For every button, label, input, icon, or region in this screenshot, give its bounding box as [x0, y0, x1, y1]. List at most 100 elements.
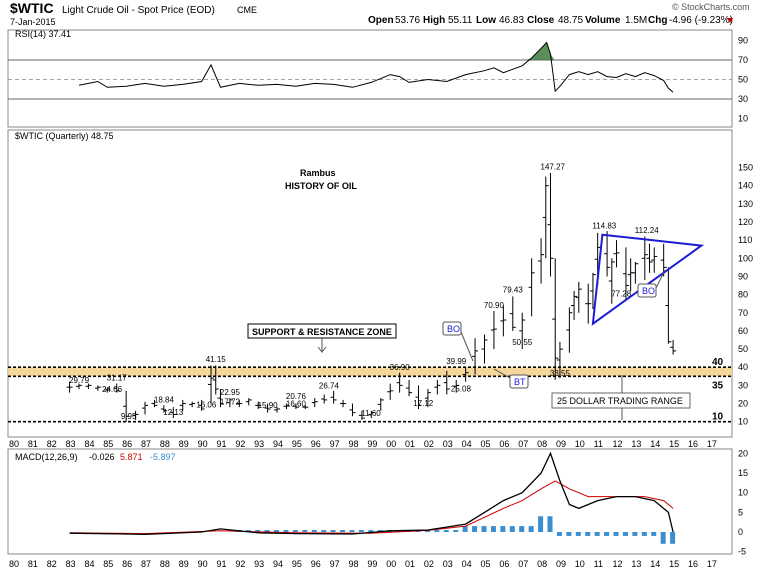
ohlc-bar — [283, 403, 290, 409]
price-annotation: 22.95 — [220, 388, 241, 397]
macd-hist-bar — [340, 530, 346, 532]
macd-hist-bar — [443, 530, 449, 532]
x-tick-label: 12 — [613, 439, 623, 449]
ohlc-bar — [198, 399, 205, 411]
x-tick-label: 93 — [254, 439, 264, 449]
x-tick-label: 10 — [575, 559, 585, 569]
ohlc-bar — [538, 238, 545, 284]
x-tick-label: 98 — [348, 439, 358, 449]
macd-value: -0.026 — [89, 452, 115, 462]
x-tick-label: 86 — [122, 559, 132, 569]
macd-hist-bar — [575, 532, 581, 536]
ohlc-bar — [151, 399, 158, 408]
x-tick-label: 81 — [28, 439, 38, 449]
x-tick-label: 01 — [405, 439, 415, 449]
price-annotation: 11.60 — [361, 409, 381, 418]
support-resistance-band — [8, 367, 732, 377]
ohlc-bar — [632, 261, 639, 284]
macd-label: MACD(12,26,9) — [15, 452, 78, 462]
price-annotation: 112.24 — [635, 226, 659, 235]
x-tick-label: 13 — [631, 559, 641, 569]
x-tick-label: 03 — [443, 439, 453, 449]
ohlc-bar — [368, 410, 375, 419]
price-annotation: 24.66 — [102, 385, 123, 394]
macd-hist-bar — [453, 530, 459, 532]
macd-hist-bar — [434, 530, 440, 532]
x-tick-label: 87 — [141, 439, 151, 449]
x-tick-label: 81 — [28, 559, 38, 569]
price-tick-label: 130 — [738, 199, 753, 209]
price-annotation: 18.84 — [154, 396, 175, 405]
macd-hist-bar — [481, 526, 487, 532]
x-tick-label: 92 — [235, 559, 245, 569]
price-annotation: 70.90 — [484, 301, 505, 310]
down-arrow-icon — [727, 18, 733, 23]
ohlc-bar — [490, 310, 497, 350]
ohlc-bar — [406, 379, 413, 397]
ohlc-bar — [226, 398, 233, 408]
triangle-pattern — [591, 233, 705, 326]
ohlc-bar — [472, 338, 479, 375]
ohlc-bar — [311, 398, 318, 408]
ohlc-bar — [443, 370, 450, 395]
x-tick-label: 97 — [330, 559, 340, 569]
bo-box-1 — [442, 321, 462, 336]
rsi-tick-label: 70 — [738, 55, 748, 65]
macd-hist-bar — [283, 530, 289, 532]
price-tick-label: 80 — [738, 290, 748, 300]
price-annotation: 26.74 — [319, 381, 340, 390]
ohlc-bar — [349, 403, 356, 417]
rsi-tick-label: 50 — [738, 75, 748, 85]
chart-author: Rambus — [300, 168, 336, 178]
x-tick-label: 94 — [273, 559, 283, 569]
macd-hist-bar — [245, 530, 251, 532]
x-tick-label: 02 — [424, 559, 434, 569]
ohlc-bar — [585, 283, 592, 324]
symbol-title: $WTIC — [10, 0, 54, 16]
ohlc-bar — [76, 383, 83, 390]
bo-box-2 — [637, 283, 657, 298]
rsi-panel: RSI(14) 37.41 90 70 50 30 10 — [7, 29, 748, 128]
x-tick-label: 85 — [103, 439, 113, 449]
x-tick-label: 17 — [707, 559, 717, 569]
level-35-label: 35 — [712, 380, 724, 391]
macd-hist-bar — [472, 526, 478, 532]
ohlc-bar — [245, 398, 252, 406]
x-tick-label: 11 — [594, 439, 603, 449]
price-tick-label: 60 — [738, 326, 748, 336]
price-annotation: 79.43 — [503, 286, 524, 295]
x-tick-label: 97 — [330, 439, 340, 449]
ohlc-bar — [608, 258, 615, 304]
x-tick-label: 16 — [688, 439, 698, 449]
x-tick-label: 96 — [311, 559, 321, 569]
ohlc-bar — [509, 296, 516, 331]
ohlc-bar — [217, 389, 224, 408]
macd-hist-bar — [424, 530, 430, 532]
price-annotation: 50.55 — [512, 338, 533, 347]
price-tick-label: 150 — [738, 163, 753, 173]
ohlc-bar — [481, 334, 488, 364]
ohlc-bar — [264, 403, 271, 413]
macd-hist-bar — [321, 530, 327, 532]
macd-hist-bar — [632, 532, 638, 536]
close-label: Close — [527, 15, 555, 26]
x-tick-label: 05 — [481, 559, 491, 569]
x-tick-label: 04 — [462, 439, 472, 449]
ohlc-bar — [142, 401, 149, 415]
chart-title: HISTORY OF OIL — [285, 181, 357, 191]
level-10-label: 10 — [712, 412, 724, 423]
ohlc-bar — [132, 410, 139, 420]
macd-hist-bar — [566, 532, 572, 536]
x-tick-label: 01 — [405, 559, 415, 569]
bo-label-1: BO — [447, 324, 460, 334]
x-tick-label: 12 — [613, 559, 623, 569]
macd-hist-bar — [660, 532, 666, 544]
x-tick-label: 85 — [103, 559, 113, 569]
price-tick-label: 50 — [738, 344, 748, 354]
ohlc-bar — [528, 258, 535, 317]
ohlc-bar — [556, 341, 563, 379]
ohlc-bar — [575, 281, 582, 313]
level-40-label: 40 — [712, 357, 724, 368]
macd-hist-bar — [604, 532, 610, 536]
macd-hist-bar — [538, 516, 544, 532]
